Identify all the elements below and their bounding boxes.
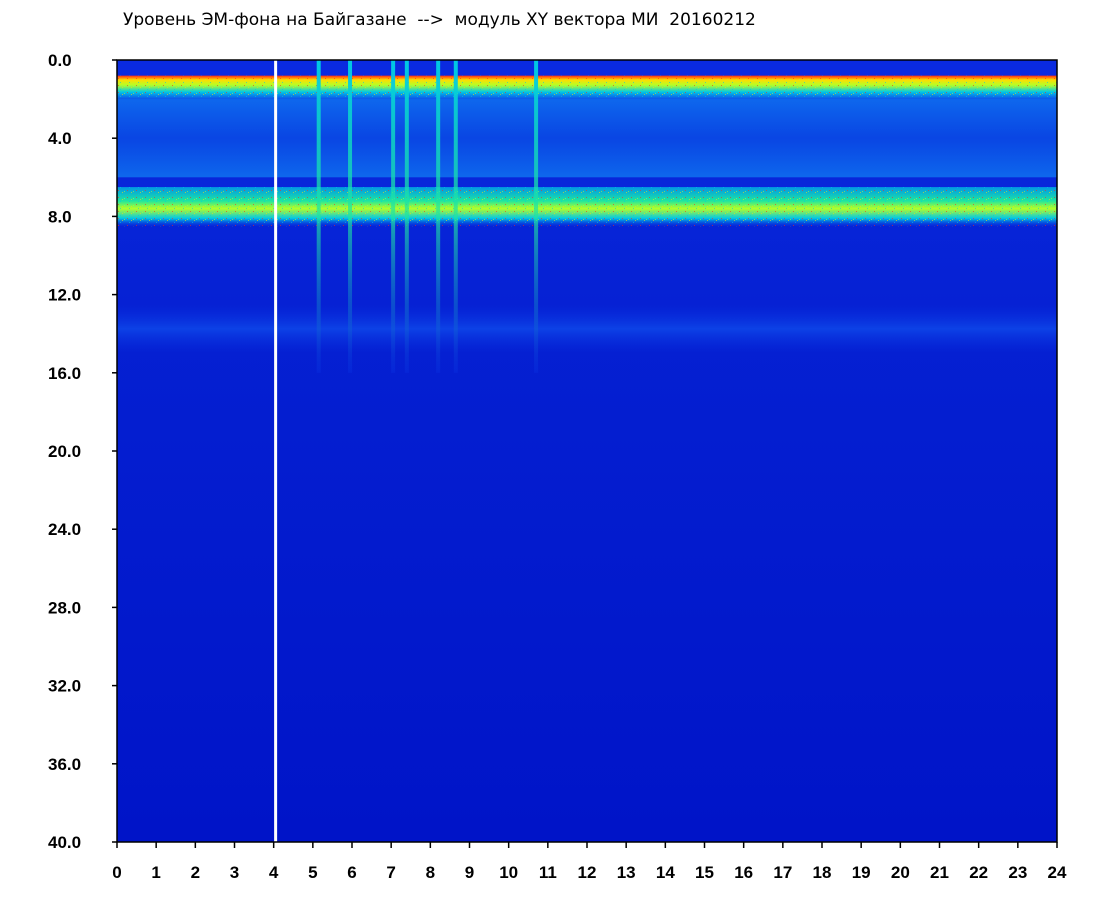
signal-streaks: [316, 60, 539, 373]
y-tick-label: 16.0: [48, 364, 81, 383]
y-tick-label: 20.0: [48, 442, 81, 461]
x-tick-label: 6: [347, 863, 356, 882]
x-tick-label: 3: [230, 863, 239, 882]
x-tick-label: 22: [969, 863, 988, 882]
streak-5: [453, 60, 458, 373]
x-tick-label: 20: [891, 863, 910, 882]
band-noise-0: [117, 75, 1057, 100]
plot-background: [117, 60, 1057, 842]
y-tick-label: 28.0: [48, 598, 81, 617]
y-tick-label: 12.0: [48, 286, 81, 305]
x-tick-label: 16: [734, 863, 753, 882]
x-tick-label: 9: [465, 863, 474, 882]
x-tick-label: 18: [813, 863, 832, 882]
x-axis: 0 1 2 3 4 5 6 7 8 9 10 11 12 13 14 15 16 17 18 19 20 21 22 23 24: [112, 842, 1067, 882]
x-tick-label: 10: [499, 863, 518, 882]
x-tick-label: 1: [151, 863, 160, 882]
x-tick-label: 13: [617, 863, 636, 882]
band-3: [117, 304, 1057, 354]
streak-3: [404, 60, 409, 373]
x-tick-label: 19: [852, 863, 871, 882]
x-tick-label: 24: [1048, 863, 1067, 882]
streak-0: [316, 60, 321, 373]
data-gaps: [274, 60, 278, 842]
y-tick-label: 8.0: [48, 207, 72, 226]
band-1: [117, 99, 1057, 178]
streak-6: [534, 60, 539, 373]
x-tick-label: 23: [1008, 863, 1027, 882]
x-tick-label: 5: [308, 863, 317, 882]
x-tick-label: 4: [269, 863, 279, 882]
x-tick-label: 11: [539, 863, 557, 882]
y-tick-label: 36.0: [48, 755, 81, 774]
x-tick-label: 17: [773, 863, 792, 882]
x-tick-label: 7: [386, 863, 395, 882]
x-tick-label: 8: [426, 863, 435, 882]
chart-title: Уровень ЭМ-фона на Байгазане --> модуль …: [123, 10, 756, 30]
band-noise-2: [117, 187, 1057, 227]
signal-bands: [117, 75, 1057, 354]
y-tick-label: 4.0: [48, 129, 72, 148]
y-tick-label: 0.0: [48, 51, 72, 70]
x-tick-label: 21: [930, 863, 949, 882]
y-axis: 0.0 4.0 8.0 12.0 16.0 20.0 24.0 28.0 32.0 36.0 40.…: [48, 51, 117, 852]
data-gap-0: [274, 60, 278, 842]
streak-4: [436, 60, 441, 373]
plot-area: [117, 60, 1057, 842]
x-tick-label: 15: [695, 863, 714, 882]
x-tick-label: 14: [656, 863, 675, 882]
streak-1: [348, 60, 353, 373]
x-tick-label: 0: [112, 863, 121, 882]
y-tick-label: 40.0: [48, 833, 81, 852]
x-tick-label: 2: [191, 863, 200, 882]
x-tick-label: 12: [578, 863, 597, 882]
y-tick-label: 24.0: [48, 520, 81, 539]
streak-2: [391, 60, 396, 373]
y-tick-label: 32.0: [48, 677, 81, 696]
